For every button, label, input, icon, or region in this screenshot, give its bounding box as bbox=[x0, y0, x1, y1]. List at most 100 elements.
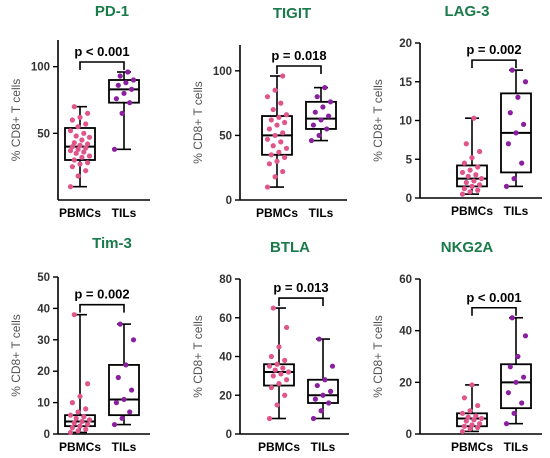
data-point bbox=[127, 100, 133, 106]
data-point bbox=[264, 136, 271, 142]
p-value-label: p < 0.001 bbox=[466, 290, 521, 305]
data-point bbox=[69, 400, 75, 406]
panel-title: NKG2A bbox=[441, 239, 494, 256]
data-point bbox=[276, 114, 282, 120]
data-point bbox=[467, 189, 473, 195]
data-point bbox=[268, 353, 274, 360]
y-tick-label: 5 bbox=[406, 154, 413, 166]
data-point bbox=[282, 154, 288, 160]
y-axis-label: % CD8+ T cells bbox=[191, 315, 205, 398]
data-point bbox=[505, 390, 511, 396]
data-point bbox=[71, 157, 77, 163]
data-point bbox=[117, 73, 123, 79]
data-point bbox=[509, 315, 515, 321]
y-tick-label: 0 bbox=[406, 429, 412, 441]
data-point bbox=[471, 115, 477, 121]
data-point bbox=[477, 182, 483, 188]
data-point bbox=[326, 113, 332, 119]
data-point bbox=[513, 379, 519, 385]
data-point bbox=[310, 122, 316, 128]
data-point bbox=[280, 168, 286, 175]
y-tick-label: 80 bbox=[219, 274, 232, 286]
data-point bbox=[326, 400, 332, 406]
significance-bracket bbox=[471, 306, 517, 316]
data-point bbox=[324, 126, 330, 132]
y-tick-label: 40 bbox=[399, 326, 412, 338]
x-tick-label: TILs bbox=[504, 440, 529, 454]
y-tick-label: 20 bbox=[219, 390, 232, 402]
data-point bbox=[274, 158, 280, 164]
x-tick-label: TILs bbox=[504, 204, 529, 218]
panel-nkg2a: NKG2A % CD8+ T cells 0 20 40 60 PBMCs TILs p < 0… bbox=[371, 239, 542, 454]
data-point bbox=[115, 374, 121, 381]
data-point bbox=[71, 104, 77, 110]
y-tick-label: 30 bbox=[37, 335, 50, 347]
data-point bbox=[75, 124, 81, 130]
box-tils bbox=[305, 100, 337, 130]
data-point bbox=[113, 96, 119, 102]
data-point bbox=[328, 388, 334, 394]
data-point bbox=[121, 396, 127, 403]
data-point bbox=[272, 367, 278, 373]
data-point bbox=[274, 402, 280, 408]
data-point bbox=[272, 132, 278, 139]
data-point bbox=[75, 409, 81, 415]
y-tick-label: 50 bbox=[37, 128, 50, 140]
data-point bbox=[85, 381, 91, 387]
data-point bbox=[467, 408, 473, 414]
significance-bracket bbox=[79, 61, 125, 70]
data-point bbox=[320, 104, 326, 110]
data-point bbox=[270, 106, 276, 113]
data-point bbox=[71, 140, 77, 146]
data-point bbox=[77, 142, 83, 148]
data-point bbox=[471, 417, 477, 423]
data-point bbox=[507, 364, 513, 370]
data-point bbox=[85, 141, 91, 147]
data-point bbox=[469, 382, 475, 388]
data-point bbox=[274, 361, 280, 367]
y-tick-label: 20 bbox=[37, 366, 50, 378]
data-point bbox=[276, 381, 282, 387]
data-point bbox=[310, 415, 317, 422]
y-tick-label: 10 bbox=[399, 116, 412, 128]
x-tick-label: PBMCs bbox=[59, 206, 101, 220]
data-point bbox=[459, 410, 466, 416]
x-tick-label: TILs bbox=[112, 206, 137, 220]
x-tick-label: PBMCs bbox=[258, 440, 300, 454]
data-point bbox=[327, 99, 334, 105]
box-tils bbox=[307, 378, 339, 404]
data-point bbox=[123, 80, 129, 86]
data-point bbox=[75, 428, 81, 434]
data-point bbox=[86, 153, 93, 159]
data-point bbox=[282, 357, 288, 363]
data-point bbox=[268, 152, 274, 158]
data-point bbox=[471, 178, 477, 184]
data-point bbox=[308, 137, 315, 144]
y-tick-label: 60 bbox=[399, 274, 412, 286]
p-value-label: p = 0.018 bbox=[271, 48, 326, 63]
data-point bbox=[81, 130, 87, 136]
y-tick-label: 60 bbox=[219, 313, 232, 325]
y-axis-label: % CD8+ T cells bbox=[9, 79, 23, 162]
significance-bracket bbox=[79, 303, 125, 313]
data-point bbox=[79, 137, 85, 143]
data-point bbox=[507, 110, 513, 116]
data-point bbox=[278, 371, 284, 377]
data-point bbox=[320, 392, 326, 398]
data-point bbox=[67, 148, 74, 154]
data-point bbox=[522, 333, 529, 339]
data-point bbox=[83, 121, 89, 127]
y-axis-label: % CD8+ T cells bbox=[371, 79, 385, 162]
box-tils bbox=[500, 363, 532, 410]
data-point bbox=[463, 418, 469, 424]
data-point bbox=[316, 336, 322, 342]
y-tick-label: 100 bbox=[213, 66, 232, 78]
data-point bbox=[318, 408, 324, 414]
data-point bbox=[69, 117, 75, 123]
data-point bbox=[77, 393, 83, 399]
data-point bbox=[127, 409, 133, 415]
data-point bbox=[266, 126, 272, 132]
panel-pd-1: PD-1 % CD8+ T cells 50 100 PBMCs TILs p < 0.00… bbox=[9, 3, 150, 220]
data-point bbox=[67, 128, 74, 134]
significance-bracket bbox=[276, 65, 322, 74]
